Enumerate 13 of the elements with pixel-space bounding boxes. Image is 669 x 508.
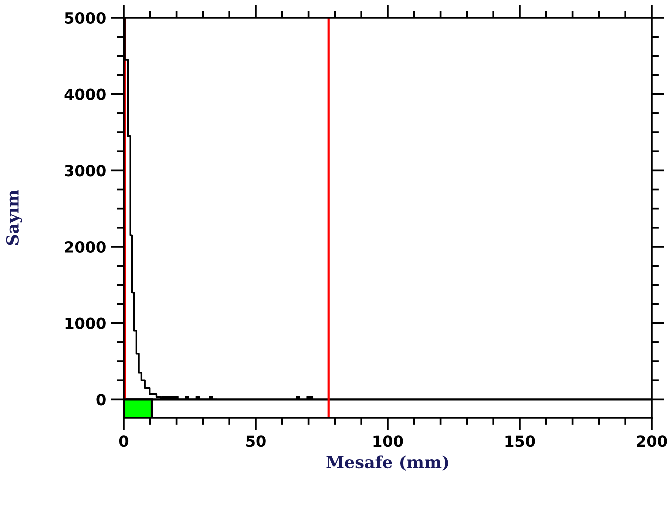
x-tick-label: 100 bbox=[374, 436, 404, 448]
x-tick-label: 200 bbox=[637, 436, 668, 448]
x-axis-title: Mesafe (mm) bbox=[326, 456, 448, 471]
y-tick-label: 3000 bbox=[65, 165, 106, 177]
y-tick-label: 5000 bbox=[65, 12, 106, 24]
y-tick-label: 0 bbox=[96, 394, 106, 406]
y-tick-label: 2000 bbox=[65, 241, 106, 254]
x-tick-label: 0 bbox=[119, 436, 129, 448]
y-tick-label: 4000 bbox=[64, 88, 106, 100]
x-tick-label: 150 bbox=[506, 436, 536, 448]
y-axis-title: Sayım bbox=[6, 190, 22, 246]
y-tick-label: 1000 bbox=[66, 318, 106, 330]
x-tick-label: 50 bbox=[246, 436, 266, 448]
